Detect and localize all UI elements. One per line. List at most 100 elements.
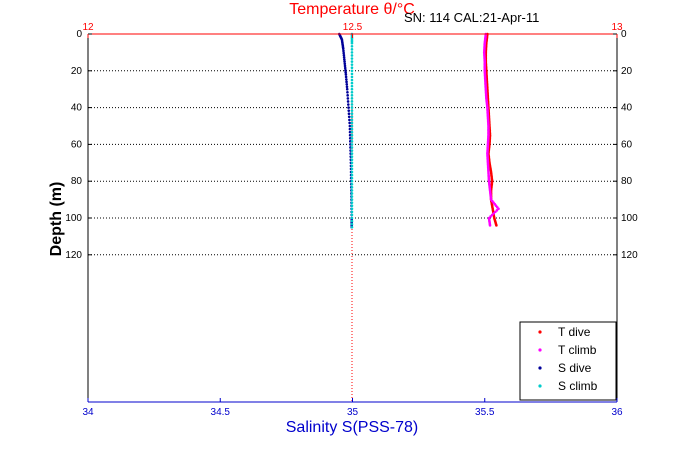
y-tick-label: 40 <box>71 103 83 114</box>
data-point <box>350 66 354 70</box>
data-point <box>350 48 354 51</box>
data-point <box>345 78 348 81</box>
x-bottom-tick-label: 35.5 <box>475 407 495 418</box>
data-point <box>350 100 354 103</box>
data-point <box>347 103 350 106</box>
x-bottom-tick-label: 36 <box>611 407 623 418</box>
data-point <box>348 127 352 131</box>
data-point <box>344 71 347 74</box>
data-point <box>350 84 354 88</box>
data-point <box>343 64 347 68</box>
data-point <box>350 60 354 63</box>
data-point <box>348 118 351 122</box>
y-tick-label: 20 <box>71 66 83 77</box>
data-point <box>350 155 354 158</box>
data-point <box>350 63 354 66</box>
legend-marker <box>538 330 542 334</box>
legend-label: T climb <box>558 343 597 357</box>
data-point <box>350 176 354 180</box>
data-point <box>346 94 349 97</box>
data-point <box>350 201 354 204</box>
data-point <box>350 216 354 220</box>
data-point <box>350 213 354 217</box>
data-point <box>350 90 354 94</box>
data-point <box>350 192 354 195</box>
data-point <box>350 124 354 128</box>
x-top-tick-label: 13 <box>611 22 623 33</box>
data-point <box>350 136 354 140</box>
data-point <box>350 115 354 119</box>
x-top-tick-label: 12.5 <box>343 22 363 33</box>
data-point <box>346 97 350 100</box>
x-bottom-tick-label: 34.5 <box>211 407 231 418</box>
sn-cal-annotation: SN: 114 CAL:21-Apr-11 <box>404 10 539 25</box>
data-point <box>350 69 354 73</box>
x-bottom-tick-label: 34 <box>82 407 94 418</box>
y-tick-label: 0 <box>76 29 82 40</box>
top-axis-title: Temperature θ/°C <box>289 1 415 18</box>
data-point <box>344 73 348 76</box>
data-point <box>350 54 354 57</box>
data-point <box>350 109 354 112</box>
data-point <box>342 51 345 55</box>
data-point <box>345 85 349 89</box>
data-point <box>350 146 354 149</box>
data-point <box>350 198 354 201</box>
legend: T dive T climb S dive S climb <box>519 321 617 401</box>
data-point <box>348 121 351 125</box>
data-point <box>350 204 354 208</box>
data-point <box>344 75 348 79</box>
data-point <box>350 161 354 165</box>
y-tick-label-right: 60 <box>621 139 633 150</box>
data-point <box>345 87 349 91</box>
y-tick-label: 60 <box>71 139 83 150</box>
data-point <box>350 75 354 79</box>
x-bottom-tick-label: 35 <box>347 407 359 418</box>
data-point <box>350 81 354 85</box>
data-point <box>350 173 354 177</box>
data-point <box>495 224 498 227</box>
data-point <box>343 60 346 63</box>
data-point <box>350 195 354 198</box>
data-point <box>350 97 354 100</box>
data-point <box>347 109 351 112</box>
bottom-axis-title: Salinity S(PSS-78) <box>286 419 419 436</box>
data-point <box>347 106 350 109</box>
series-layer <box>337 32 500 229</box>
y-tick-label: 100 <box>65 213 82 224</box>
data-point <box>350 167 354 171</box>
legend-marker <box>538 384 542 388</box>
data-point <box>343 66 347 70</box>
legend-label: S climb <box>558 379 598 393</box>
legend-box <box>519 321 617 401</box>
data-point <box>350 106 354 109</box>
data-point <box>347 112 351 116</box>
data-point <box>350 186 354 189</box>
data-point <box>350 164 354 168</box>
legend-marker <box>538 366 542 370</box>
series-t-climb <box>482 32 500 227</box>
y-tick-label-right: 120 <box>621 250 638 261</box>
data-point <box>350 207 354 211</box>
data-point <box>350 78 354 82</box>
data-point <box>344 68 347 72</box>
legend-label: T dive <box>558 325 591 339</box>
data-point <box>350 57 354 60</box>
y-tick-label-right: 20 <box>621 66 633 77</box>
data-point <box>350 189 354 192</box>
data-point <box>345 82 349 86</box>
data-point <box>350 219 354 223</box>
legend-marker <box>538 348 542 352</box>
data-point <box>345 80 348 84</box>
data-point <box>350 127 354 131</box>
y-tick-label-right: 100 <box>621 213 638 224</box>
axis-ticks: 0 0 20 20 40 40 60 60 80 80 100 100 120 120 34 34.5 35 35… <box>65 22 638 418</box>
data-point <box>350 51 354 54</box>
data-point <box>350 210 354 214</box>
data-point <box>350 72 354 76</box>
y-tick-label: 80 <box>71 176 83 187</box>
legend-label: S dive <box>558 361 592 375</box>
data-point <box>347 115 351 119</box>
data-point <box>350 179 354 183</box>
